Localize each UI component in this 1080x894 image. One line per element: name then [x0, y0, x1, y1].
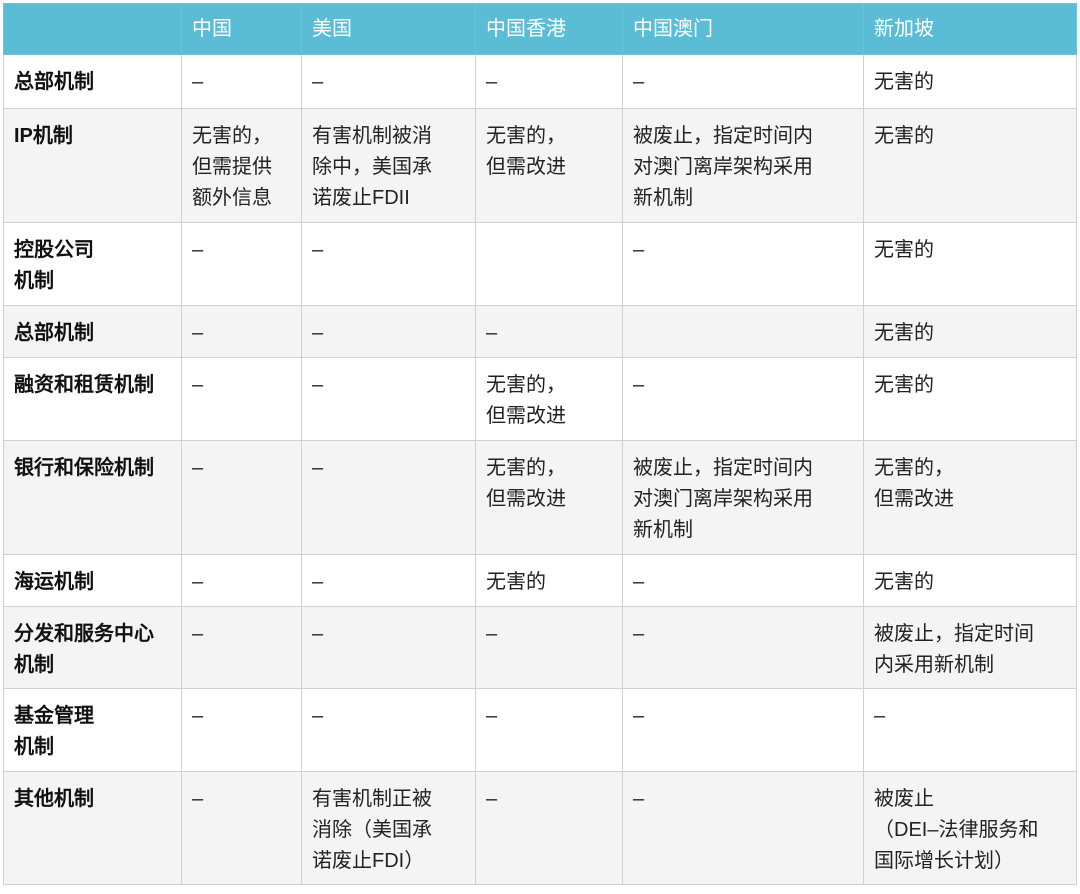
cell-hong-kong: – [475, 688, 623, 772]
table-row: 分发和服务中心 机制 – – – – 被废止，指定时间 内采用新机制 [3, 606, 1077, 689]
cell-macau: – [622, 222, 864, 306]
cell-singapore: 无害的 [863, 357, 1077, 441]
cell-macau: – [622, 606, 864, 689]
table-row: 其他机制 – 有害机制正被 消除（美国承 诺废止FDI） – – 被废止 （DEI–法律服… [3, 771, 1077, 885]
cell-usa: 有害机制被消 除中，美国承 诺废止FDII [301, 108, 476, 223]
table-row: 总部机制 – – – 无害的 [3, 305, 1077, 358]
cell-macau: – [622, 688, 864, 772]
cell-china: – [181, 54, 302, 109]
cell-china: – [181, 771, 302, 885]
cell-hong-kong: 无害的， 但需改进 [475, 357, 623, 441]
header-singapore: 新加坡 [863, 3, 1077, 55]
header-cell-blank [3, 3, 182, 55]
row-label: 银行和保险机制 [3, 440, 182, 555]
header-hong-kong: 中国香港 [475, 3, 623, 55]
header-macau: 中国澳门 [622, 3, 864, 55]
cell-usa: – [301, 222, 476, 306]
cell-singapore: 无害的 [863, 554, 1077, 607]
table-row: 总部机制 – – – – 无害的 [3, 54, 1077, 109]
cell-usa: – [301, 440, 476, 555]
cell-china: – [181, 357, 302, 441]
table-row: IP机制 无害的， 但需提供 额外信息 有害机制被消 除中，美国承 诺废止FDII 无… [3, 108, 1077, 223]
cell-usa: – [301, 305, 476, 358]
cell-usa: – [301, 357, 476, 441]
cell-macau: – [622, 554, 864, 607]
cell-macau: – [622, 54, 864, 109]
cell-hong-kong: 无害的， 但需改进 [475, 108, 623, 223]
cell-macau [622, 305, 864, 358]
row-label: 控股公司 机制 [3, 222, 182, 306]
row-label: IP机制 [3, 108, 182, 223]
table-row: 融资和租赁机制 – – 无害的， 但需改进 – 无害的 [3, 357, 1077, 441]
cell-china: – [181, 606, 302, 689]
cell-usa: – [301, 606, 476, 689]
cell-singapore: 无害的 [863, 305, 1077, 358]
row-label: 总部机制 [3, 54, 182, 109]
header-row: 中国 美国 中国香港 中国澳门 新加坡 [3, 3, 1077, 55]
row-label: 总部机制 [3, 305, 182, 358]
cell-singapore: 无害的 [863, 222, 1077, 306]
cell-usa: – [301, 54, 476, 109]
cell-macau: – [622, 357, 864, 441]
cell-usa: – [301, 688, 476, 772]
cell-macau: 被废止，指定时间内 对澳门离岸架构采用 新机制 [622, 108, 864, 223]
cell-hong-kong: – [475, 606, 623, 689]
row-label: 基金管理 机制 [3, 688, 182, 772]
cell-hong-kong: – [475, 771, 623, 885]
row-label: 其他机制 [3, 771, 182, 885]
cell-singapore: 无害的， 但需改进 [863, 440, 1077, 555]
cell-singapore: 被废止，指定时间 内采用新机制 [863, 606, 1077, 689]
cell-china: – [181, 222, 302, 306]
table-row: 基金管理 机制 – – – – – [3, 688, 1077, 772]
cell-singapore: – [863, 688, 1077, 772]
cell-hong-kong [475, 222, 623, 306]
cell-usa: – [301, 554, 476, 607]
cell-singapore: 无害的 [863, 108, 1077, 223]
table-row: 银行和保险机制 – – 无害的， 但需改进 被废止，指定时间内 对澳门离岸架构采用 新机… [3, 440, 1077, 555]
cell-macau: 被废止，指定时间内 对澳门离岸架构采用 新机制 [622, 440, 864, 555]
cell-hong-kong: – [475, 305, 623, 358]
table-row: 海运机制 – – 无害的 – 无害的 [3, 554, 1077, 607]
regime-comparison-table: 中国 美国 中国香港 中国澳门 新加坡 总部机制 – – – – 无害的 IP机制 无害的， … [3, 3, 1077, 885]
cell-usa: 有害机制正被 消除（美国承 诺废止FDI） [301, 771, 476, 885]
cell-singapore: 无害的 [863, 54, 1077, 109]
header-china: 中国 [181, 3, 302, 55]
cell-singapore: 被废止 （DEI–法律服务和 国际增长计划） [863, 771, 1077, 885]
row-label: 分发和服务中心 机制 [3, 606, 182, 689]
cell-hong-kong: 无害的， 但需改进 [475, 440, 623, 555]
row-label: 海运机制 [3, 554, 182, 607]
table-row: 控股公司 机制 – – – 无害的 [3, 222, 1077, 306]
header-usa: 美国 [301, 3, 476, 55]
cell-china: – [181, 305, 302, 358]
cell-hong-kong: – [475, 54, 623, 109]
cell-china: 无害的， 但需提供 额外信息 [181, 108, 302, 223]
cell-china: – [181, 688, 302, 772]
cell-hong-kong: 无害的 [475, 554, 623, 607]
cell-macau: – [622, 771, 864, 885]
cell-china: – [181, 554, 302, 607]
row-label: 融资和租赁机制 [3, 357, 182, 441]
cell-china: – [181, 440, 302, 555]
